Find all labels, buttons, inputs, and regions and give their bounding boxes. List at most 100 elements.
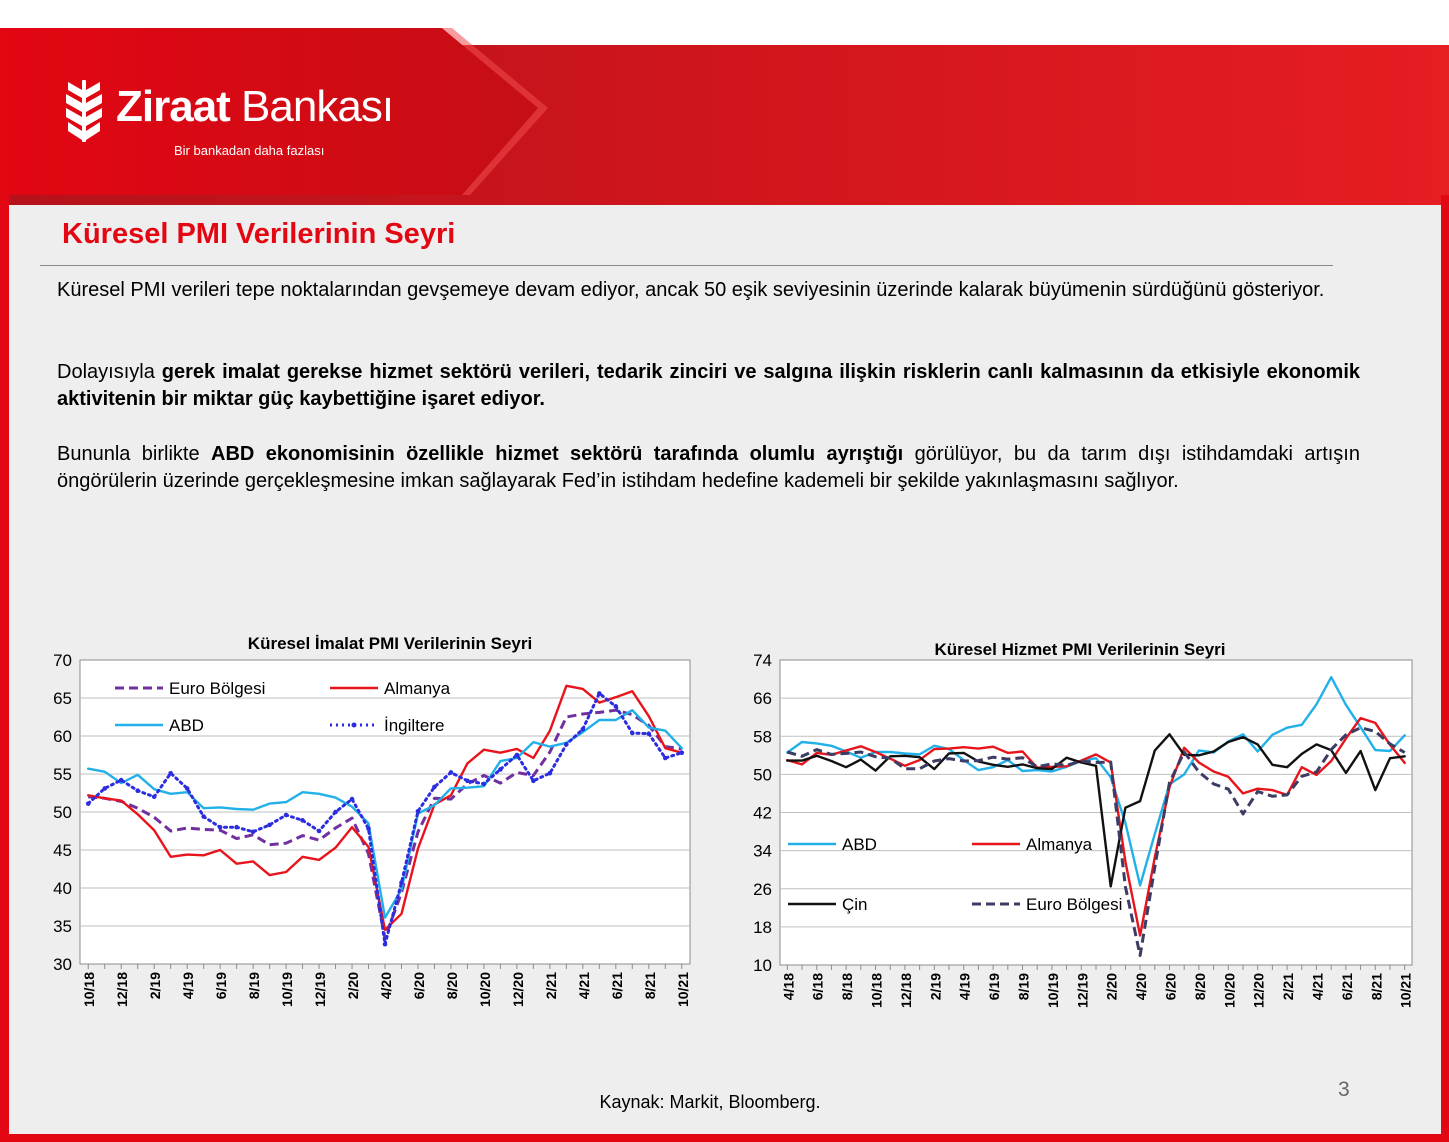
x-tick-label: 6/20 <box>411 972 427 999</box>
x-tick-label: 10/21 <box>1398 973 1414 1008</box>
data-point <box>415 808 421 814</box>
data-point <box>646 731 652 737</box>
x-tick-label: 6/19 <box>986 973 1002 1000</box>
y-tick-label: 10 <box>753 956 772 975</box>
x-tick-label: 2/20 <box>1104 973 1120 1000</box>
y-tick-label: 42 <box>753 804 772 823</box>
header-banner <box>0 0 1449 205</box>
data-point <box>333 809 338 815</box>
x-tick-label: 10/20 <box>477 972 493 1007</box>
x-tick-label: 8/18 <box>839 973 855 1000</box>
y-tick-label: 35 <box>53 917 72 936</box>
data-point <box>498 767 503 772</box>
x-tick-label: 10/18 <box>869 973 885 1008</box>
y-tick-label: 55 <box>53 765 72 784</box>
data-point <box>629 730 635 736</box>
frame-bottom <box>0 1134 1449 1142</box>
y-tick-label: 58 <box>753 727 772 746</box>
data-point <box>448 770 454 775</box>
data-point <box>168 770 173 776</box>
frame-left <box>0 195 9 1142</box>
x-tick-label: 2/21 <box>543 972 559 999</box>
legend-label: ABD <box>169 716 204 735</box>
brand-slogan: Bir bankadan daha fazlası <box>174 143 325 158</box>
data-point <box>382 941 388 947</box>
x-tick-label: 12/19 <box>1074 973 1090 1008</box>
chart-manufacturing-title: Küresel İmalat PMI Verilerinin Seyri <box>247 634 533 653</box>
x-tick-label: 4/18 <box>780 973 796 1000</box>
frame-right <box>1441 195 1449 1142</box>
x-tick-label: 6/20 <box>1162 973 1178 1000</box>
data-point <box>580 726 586 732</box>
x-tick-label: 10/18 <box>81 972 97 1007</box>
x-tick-label: 8/20 <box>1192 973 1208 1000</box>
x-tick-label: 4/21 <box>576 972 592 999</box>
data-point <box>349 796 355 802</box>
data-point <box>300 818 305 823</box>
x-tick-label: 10/20 <box>1221 973 1237 1008</box>
x-tick-label: 10/19 <box>279 972 295 1007</box>
x-tick-label: 4/19 <box>957 973 973 1000</box>
data-point <box>399 880 404 885</box>
series-line-1 <box>87 684 683 931</box>
legend-label: ABD <box>842 835 877 854</box>
paragraph-1: Küresel PMI verileri tepe noktalarından … <box>57 279 1325 301</box>
title-divider <box>40 265 1333 266</box>
data-point <box>85 801 91 806</box>
y-tick-label: 40 <box>53 879 72 898</box>
series-line-0 <box>786 676 1406 887</box>
y-tick-label: 34 <box>753 842 772 861</box>
data-point <box>283 812 289 818</box>
x-tick-label: 8/19 <box>1016 973 1032 1000</box>
chart-manufacturing-pmi: 30 35 40 45 50 55 60 65 70 10/18 12/18 2/19 4/19 6/19… <box>53 651 691 1007</box>
data-point <box>597 691 602 696</box>
legend-label: Euro Bölgesi <box>169 679 265 698</box>
data-point <box>564 742 569 747</box>
chart-services-title: Küresel Hizmet PMI Verilerinin Seyri <box>934 640 1226 659</box>
x-tick-label: 6/18 <box>810 973 826 1000</box>
data-point <box>118 777 124 783</box>
data-point <box>135 788 141 794</box>
y-tick-label: 50 <box>53 803 72 822</box>
x-tick-label: 4/20 <box>378 972 394 999</box>
data-point <box>514 752 520 758</box>
paragraph-2: Dolayısıyla gerek imalat gerekse hizmet … <box>57 361 1361 410</box>
series-line-3 <box>786 726 1406 957</box>
data-point <box>679 750 685 756</box>
x-tick-label: 2/21 <box>1280 973 1296 1000</box>
y-tick-label: 60 <box>53 727 72 746</box>
data-point <box>432 784 437 790</box>
y-tick-label: 66 <box>753 689 772 708</box>
y-tick-label: 18 <box>753 918 772 937</box>
source-note: Kaynak: Markit, Bloomberg. <box>599 1092 821 1112</box>
x-tick-label: 8/21 <box>642 972 658 999</box>
data-point <box>201 814 206 819</box>
data-point <box>184 786 190 791</box>
x-tick-label: 6/21 <box>609 972 625 999</box>
data-point <box>234 824 239 830</box>
data-point <box>366 826 371 832</box>
x-tick-label: 8/21 <box>1368 973 1384 1000</box>
page-number: 3 <box>1338 1078 1350 1101</box>
page-title: Küresel PMI Verilerinin Seyri <box>62 218 456 250</box>
paragraph-3: Bununla birlikte ABD ekonomisinin özelli… <box>57 443 1360 492</box>
chart-services-pmi: 10 18 26 34 42 50 58 66 74 4/18 6/18 8/18 10/18 12/18… <box>753 651 1414 1008</box>
x-tick-label: 6/21 <box>1339 973 1355 1000</box>
x-tick-label: 4/19 <box>180 972 196 999</box>
y-tick-label: 50 <box>753 765 772 784</box>
data-point <box>102 786 108 791</box>
x-tick-label: 12/18 <box>114 972 130 1007</box>
x-tick-label: 4/21 <box>1309 973 1325 1000</box>
data-point <box>613 704 619 709</box>
x-tick-label: 10/19 <box>1045 973 1061 1008</box>
data-point <box>547 770 553 776</box>
x-tick-label: 2/19 <box>927 973 943 1000</box>
x-tick-label: 12/20 <box>510 972 526 1007</box>
data-point <box>250 829 256 835</box>
y-tick-label: 26 <box>753 880 772 899</box>
data-point <box>267 822 272 828</box>
data-point <box>481 781 487 787</box>
y-tick-label: 74 <box>753 651 772 670</box>
legend-label: İngiltere <box>384 716 444 735</box>
